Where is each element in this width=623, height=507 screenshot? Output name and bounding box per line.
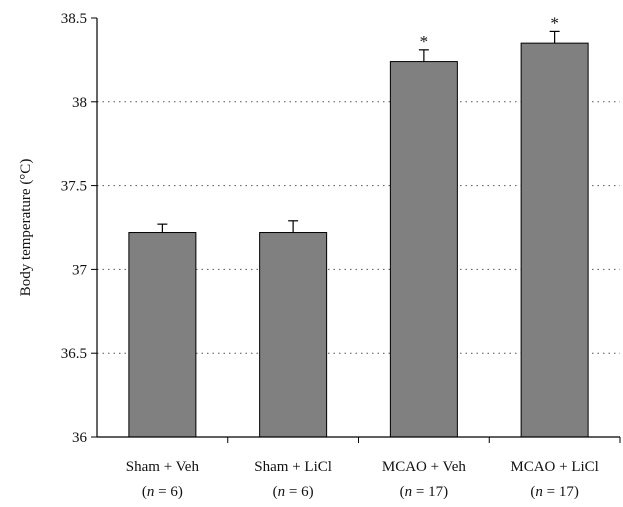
category-label: MCAO + LiCl bbox=[510, 459, 598, 475]
category-label: MCAO + Veh bbox=[382, 459, 467, 475]
category-n-label: (n = 6) bbox=[273, 484, 314, 500]
category-n-label: (n = 17) bbox=[400, 484, 448, 500]
labels: 36 36.5 37 37.5 38 38.5 Sham + Veh (n = 6) Sham … bbox=[18, 11, 599, 500]
y-tick-label: 38.5 bbox=[61, 11, 87, 27]
y-tick-label: 36.5 bbox=[61, 346, 87, 362]
n-symbol: n bbox=[535, 484, 543, 500]
n-value: = 17) bbox=[412, 484, 448, 500]
significance-marker: * bbox=[550, 13, 559, 32]
bar bbox=[520, 42, 589, 438]
n-symbol: n bbox=[147, 484, 155, 500]
n-value: = 6) bbox=[154, 484, 182, 500]
n-value: = 6) bbox=[285, 484, 313, 500]
axes bbox=[91, 17, 621, 443]
category-n-label: (n = 17) bbox=[530, 484, 578, 500]
y-tick-label: 38 bbox=[72, 95, 87, 111]
category-n-label: (n = 6) bbox=[142, 484, 183, 500]
bar bbox=[259, 232, 328, 438]
y-tick-label: 37 bbox=[72, 262, 88, 278]
y-tick-label: 36 bbox=[72, 430, 88, 446]
n-value: = 17) bbox=[543, 484, 579, 500]
y-tick-label: 37.5 bbox=[61, 179, 87, 195]
bar bbox=[128, 232, 197, 438]
category-label: Sham + Veh bbox=[126, 459, 200, 475]
y-axis-label: Body temperature (°C) bbox=[18, 159, 34, 297]
bar bbox=[389, 61, 458, 438]
category-label: Sham + LiCl bbox=[254, 459, 332, 475]
n-symbol: n bbox=[405, 484, 413, 500]
bars bbox=[128, 30, 589, 438]
n-symbol: n bbox=[278, 484, 286, 500]
significance-marker: * bbox=[420, 32, 429, 51]
